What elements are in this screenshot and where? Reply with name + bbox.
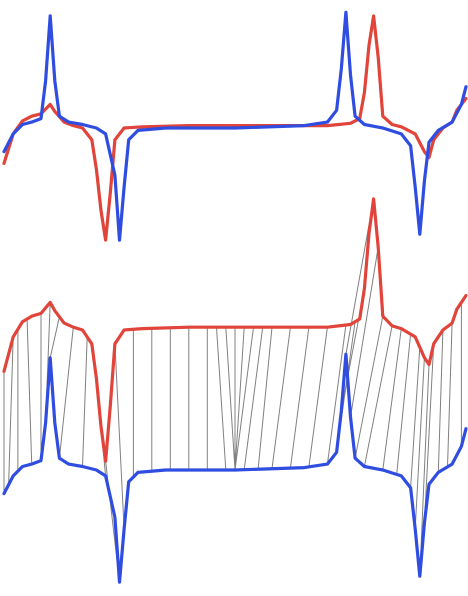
alignment-link-42 [447, 323, 453, 467]
overlay-series-line-2 [2, 10, 468, 242]
alignment-link-41 [437, 329, 444, 473]
alignment-link-37 [410, 347, 421, 488]
alignment-link-35 [382, 328, 402, 471]
aligned-panel [2, 197, 468, 584]
alignment-link-27 [308, 327, 328, 467]
alignment-link-12 [114, 343, 125, 530]
alignment-link-9 [82, 336, 88, 467]
alignment-link-36 [396, 334, 412, 475]
alignment-link-24 [257, 327, 273, 470]
alignment-link-26 [289, 327, 310, 469]
alignment-link-33 [354, 316, 384, 459]
overlay-panel [2, 10, 468, 242]
alignment-link-40 [423, 343, 435, 524]
alignment-link-21 [234, 327, 245, 471]
alignment-links [3, 198, 462, 583]
aligned-series-line-1 [2, 197, 468, 463]
alignment-link-8 [58, 327, 74, 459]
alignment-link-25 [271, 327, 291, 469]
alignment-link-18 [216, 327, 227, 471]
alignment-link-28 [326, 324, 347, 465]
alignment-link-4 [26, 318, 33, 465]
alignment-link-38 [414, 357, 425, 530]
alignment-link-2 [8, 336, 14, 485]
alignment-link-23 [243, 327, 264, 470]
alignment-link-22 [234, 327, 254, 471]
aligned-series [2, 197, 468, 584]
alignment-link-34 [363, 325, 393, 467]
aligned-series-line-2 [2, 352, 468, 584]
alignment-link-19 [225, 327, 236, 471]
alignment-link-32 [350, 247, 379, 417]
alignment-link-7 [49, 316, 60, 359]
